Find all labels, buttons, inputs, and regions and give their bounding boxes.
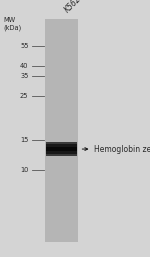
Text: (kDa): (kDa) [3,24,21,31]
Bar [45,19,78,242]
Bar [46,142,77,144]
Text: 55: 55 [20,43,28,49]
Text: 25: 25 [20,93,28,99]
Text: MW: MW [3,17,15,23]
Text: 35: 35 [20,73,28,79]
Text: 15: 15 [20,137,28,143]
Text: Hemoglobin zeta: Hemoglobin zeta [94,144,150,154]
Bar [46,147,77,151]
Text: 40: 40 [20,62,28,69]
Text: 10: 10 [20,167,28,173]
Bar [46,144,77,147]
Bar [46,154,77,156]
Text: K562: K562 [63,0,83,14]
Bar [46,151,77,154]
